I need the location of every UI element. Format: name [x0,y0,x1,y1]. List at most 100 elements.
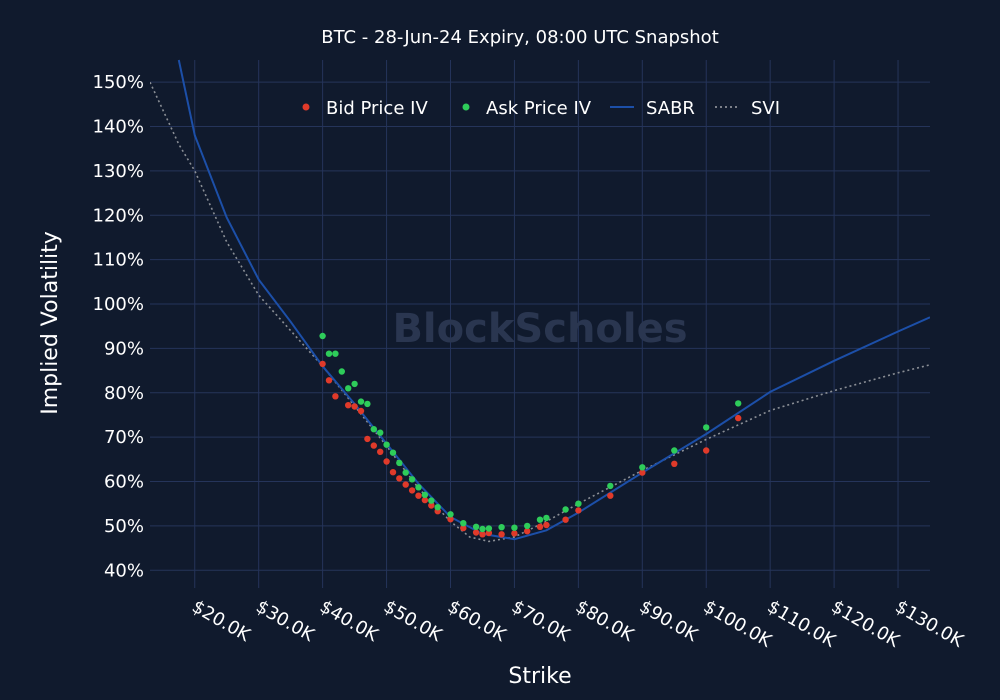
ask-iv-point [370,426,377,433]
legend-ask-marker [462,103,470,111]
bid-iv-point [319,360,326,368]
ask-iv-point [434,504,441,511]
y-tick-label: 40% [104,560,144,581]
bid-iv-point [485,529,493,537]
legend-ask[interactable]: Ask Price IV [462,98,592,119]
chart-title: BTC - 28-Jun-24 Expiry, 08:00 UTC Snapsh… [321,27,719,48]
bid-iv-point [389,469,397,476]
bid-iv-point [383,458,390,465]
bid-iv-point [415,492,422,499]
bid-iv-point [332,393,339,400]
bid-iv-point [460,524,467,532]
bid-iv-point [511,530,518,537]
ask-iv-point [389,449,397,456]
ask-iv-point [383,441,390,448]
y-axis-title: Implied Volatility [38,231,63,415]
ask-iv-point [607,482,614,490]
ask-iv-point [357,398,365,405]
ask-iv-point [364,400,371,408]
bid-iv-point [543,521,550,529]
y-tick-label: 50% [104,516,144,537]
bid-iv-point [479,531,486,538]
bid-iv-point [402,481,409,488]
ask-iv-point [428,497,435,504]
ask-iv-point [345,385,352,392]
grid [150,60,930,588]
ask-iv-point [498,524,505,531]
svi-layer [150,81,930,543]
ask-iv-point [472,523,480,530]
svi-curve [150,81,930,543]
y-tick-label: 120% [93,205,144,226]
legend-sabr[interactable]: SABR [610,98,695,119]
ask-iv-point [524,522,531,530]
sabr-curve [177,59,930,541]
bid-iv-point [370,442,377,449]
ask-iv-point [703,424,710,431]
y-tick-label: 60% [104,472,144,493]
x-axis-title: Strike [508,664,571,689]
bid-iv-point [524,528,531,535]
ask-iv-point [415,484,422,491]
ask-iv-point [562,506,569,513]
bid-iv-point [735,414,742,422]
y-axis: 40% 50% 60% 70% 80% 90% 100% 110% 120% 130% 140% 15… [93,72,144,581]
y-tick-label: 80% [104,383,144,404]
watermark: BlockScholes [392,306,687,352]
ask-iv-point [479,525,486,533]
bid-iv-point [345,402,352,409]
ask-iv-point [338,368,345,375]
ask-iv-point [421,491,429,498]
y-tick-label: 100% [93,294,144,315]
ask-iv-point [408,476,416,483]
ask-iv-point [543,514,550,522]
ask-iv-point [735,400,742,407]
bid-iv-point [325,377,333,384]
bid-iv-point [408,487,416,494]
bid-iv-point [364,435,371,443]
bid-iv-point [498,531,505,538]
legend-bid[interactable]: Bid Price IV [302,98,429,119]
bid-iv-point [357,407,365,415]
ask-iv-point [511,524,518,531]
ask-layer [319,332,742,533]
y-tick-label: 70% [104,427,144,448]
bid-iv-point [575,507,582,514]
legend-bid-marker [302,103,310,111]
bid-iv-point [428,502,435,509]
ask-iv-point [460,520,467,527]
legend: Bid Price IV Ask Price IV SABR SVI [302,98,780,119]
legend-svi-label: SVI [751,98,780,119]
ask-iv-point [319,332,326,340]
ask-iv-point [325,350,333,357]
bid-iv-point [421,496,429,504]
bid-iv-point [351,403,358,410]
y-tick-label: 130% [93,161,144,182]
ask-iv-point [575,500,582,507]
sabr-layer [177,59,930,541]
ask-iv-point [332,350,339,357]
bid-layer [319,360,742,538]
legend-svi[interactable]: SVI [715,98,780,119]
legend-bid-label: Bid Price IV [326,98,428,119]
bid-iv-point [536,523,544,530]
ask-iv-point [351,380,358,388]
bid-iv-point [639,469,646,476]
ask-iv-point [377,429,384,436]
ask-iv-point [402,469,409,476]
bid-iv-point [562,516,569,523]
y-tick-label: 90% [104,338,144,359]
ask-iv-point [485,525,493,532]
ask-iv-point [396,459,403,467]
bid-iv-point [377,448,384,455]
bid-iv-point [447,516,454,523]
ask-iv-point [639,464,646,471]
bid-iv-point [607,492,614,499]
bid-iv-point [703,447,710,454]
bid-iv-point [472,529,480,536]
ask-iv-point [536,516,544,523]
ask-iv-point [671,447,678,454]
